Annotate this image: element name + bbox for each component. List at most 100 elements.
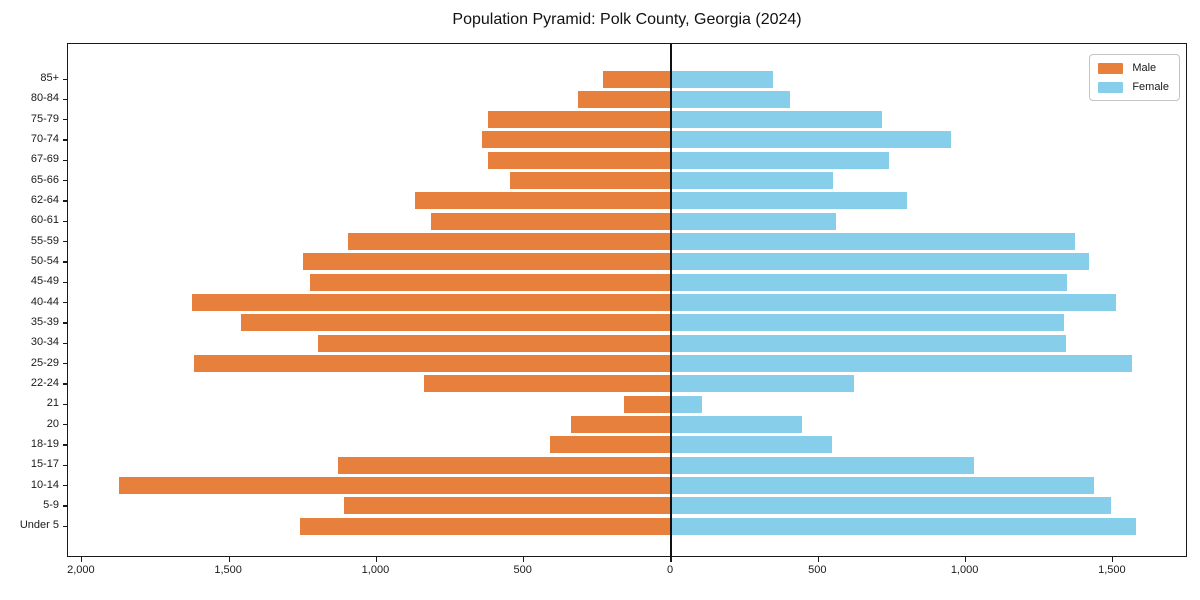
y-axis-tick — [62, 444, 67, 446]
legend-entry-female: Female — [1098, 81, 1169, 93]
male-bar — [302, 253, 671, 271]
y-axis-label: 22-24 — [30, 376, 59, 389]
y-axis-tick — [62, 180, 67, 182]
y-axis-label: 35-39 — [30, 315, 59, 328]
x-axis-tick-label: 1,000 — [950, 564, 979, 576]
male-bar — [623, 395, 671, 413]
legend: Male Female — [1089, 54, 1180, 101]
male-bar — [430, 212, 671, 230]
female-bar — [671, 416, 803, 434]
y-axis-label: 20 — [46, 417, 59, 430]
y-axis-label: 80-84 — [30, 92, 59, 105]
x-axis-tick — [81, 556, 83, 562]
y-axis-label: 55-59 — [30, 234, 59, 247]
y-axis-tick — [62, 322, 67, 324]
male-bar — [482, 131, 671, 149]
y-axis-tick — [62, 159, 67, 161]
female-bar — [671, 497, 1112, 515]
y-axis-labels: 85+ 80-84 75-79 70-74 67-69 65-66 62-64 60-61 55… — [0, 43, 67, 557]
female-bar — [671, 111, 882, 129]
y-axis-tick — [62, 200, 67, 202]
y-axis-label: 85+ — [40, 72, 59, 84]
male-bar — [603, 70, 671, 88]
y-axis-tick — [62, 119, 67, 121]
female-bar — [671, 456, 975, 474]
y-axis-label: 18-19 — [30, 437, 59, 450]
female-swatch-icon — [1098, 81, 1124, 93]
x-axis-tick — [375, 556, 377, 562]
female-bar — [671, 314, 1065, 332]
male-bar — [348, 233, 671, 251]
female-bar — [671, 253, 1090, 271]
y-axis-tick — [62, 525, 67, 527]
male-bar — [192, 294, 671, 312]
female-bar — [671, 70, 773, 88]
y-axis-tick — [62, 78, 67, 80]
female-bar — [671, 192, 907, 210]
female-bar — [671, 334, 1066, 352]
female-bar — [671, 395, 702, 413]
x-axis-tick — [964, 556, 967, 562]
y-axis-tick — [62, 485, 67, 487]
female-bar — [671, 131, 951, 149]
y-axis-label: 40-44 — [30, 295, 59, 308]
x-axis-tick-label: 1,500 — [1098, 564, 1126, 576]
legend-entry-male: Male — [1098, 62, 1169, 74]
male-bar — [310, 273, 671, 291]
x-axis-tick-label: 1,500 — [214, 564, 242, 576]
female-bar — [671, 172, 834, 190]
y-axis-tick — [62, 241, 67, 243]
y-axis-label: 25-29 — [30, 356, 59, 369]
y-axis-tick — [62, 342, 67, 344]
y-axis-tick — [62, 383, 67, 385]
x-axis-labels: 2,000 1,500 1,000 500 0 500 1,000 1,500 — [0, 564, 1200, 584]
y-axis-label: 65-66 — [30, 173, 59, 186]
x-axis-tick-label: 500 — [513, 564, 532, 576]
male-bar — [344, 497, 671, 515]
male-bar — [510, 172, 671, 190]
y-axis-label: 75-79 — [30, 112, 59, 125]
y-axis-tick — [62, 505, 67, 507]
y-axis-label: 67-69 — [30, 153, 59, 166]
x-axis-tick-label: 500 — [808, 564, 827, 576]
y-axis-label: 60-61 — [30, 214, 59, 227]
male-bar — [550, 436, 671, 454]
female-bar — [671, 517, 1137, 535]
male-bar — [488, 151, 671, 169]
y-axis-label: 10-14 — [30, 478, 59, 491]
zero-axis-line — [670, 44, 672, 558]
y-axis-label: 45-49 — [30, 275, 59, 288]
x-axis-tick — [523, 556, 525, 562]
x-axis-tick — [1112, 556, 1114, 562]
female-bar — [671, 477, 1094, 495]
x-axis-tick — [670, 556, 672, 562]
male-bar — [423, 375, 671, 393]
male-bar — [570, 416, 671, 434]
y-axis-tick — [62, 424, 67, 426]
female-bar — [671, 436, 832, 454]
y-axis-tick — [62, 139, 67, 141]
y-axis-label: 15-17 — [30, 458, 59, 471]
y-axis-tick — [62, 261, 67, 263]
y-axis-tick — [62, 98, 67, 101]
female-bar — [671, 212, 836, 230]
male-bar — [488, 111, 671, 129]
y-axis-tick — [62, 302, 67, 304]
y-axis-tick — [62, 281, 67, 283]
male-bar — [414, 192, 671, 210]
male-bar — [578, 90, 671, 108]
x-axis-tick — [228, 556, 230, 562]
y-axis-label: 30-34 — [30, 336, 59, 349]
x-axis-tick — [817, 556, 819, 562]
male-bar — [338, 456, 671, 474]
x-axis-tick-label: 1,000 — [361, 564, 390, 576]
female-bar — [671, 233, 1075, 251]
x-axis-tick-label: 0 — [666, 564, 674, 576]
y-axis-tick — [62, 363, 67, 365]
y-axis-tick — [62, 464, 67, 466]
female-bar — [671, 273, 1068, 291]
y-axis-label: 21 — [46, 397, 59, 410]
legend-female-label: Female — [1132, 81, 1169, 93]
female-bar — [671, 355, 1133, 373]
